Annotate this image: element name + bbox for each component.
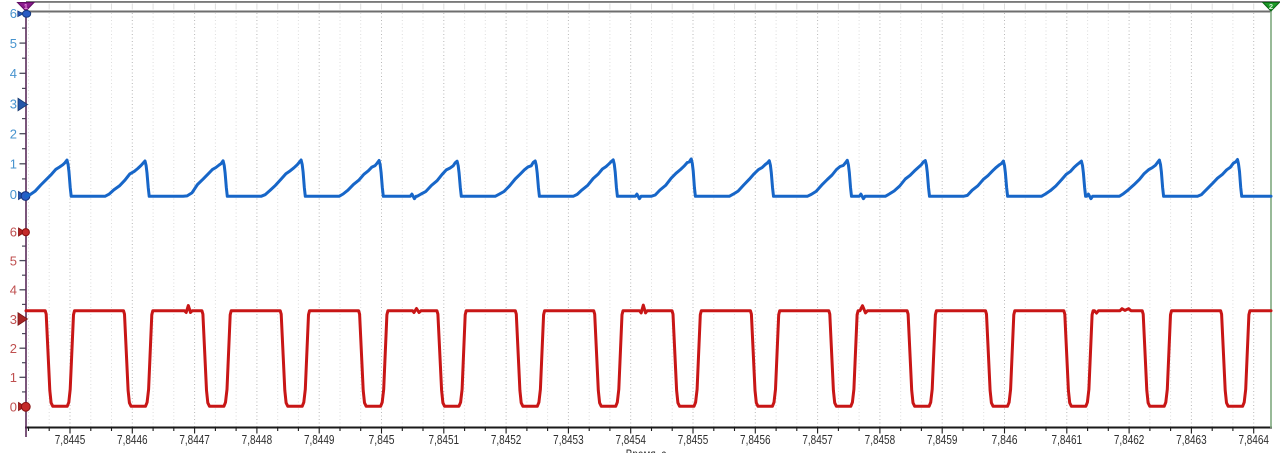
- svg-text:7,8447: 7,8447: [179, 433, 210, 447]
- svg-text:Время, с: Время, с: [626, 448, 667, 454]
- svg-text:7,8459: 7,8459: [927, 433, 958, 447]
- svg-text:5: 5: [10, 36, 17, 51]
- svg-text:6: 6: [10, 6, 17, 21]
- svg-text:1: 1: [10, 157, 17, 172]
- svg-text:7,8464: 7,8464: [1238, 433, 1269, 447]
- svg-text:0: 0: [10, 187, 17, 202]
- svg-text:7,8454: 7,8454: [615, 433, 646, 447]
- svg-text:7,8456: 7,8456: [740, 433, 771, 447]
- svg-text:7,8461: 7,8461: [1052, 433, 1083, 447]
- svg-text:7,8453: 7,8453: [553, 433, 584, 447]
- svg-text:2: 2: [1269, 2, 1273, 11]
- svg-text:7,8449: 7,8449: [304, 433, 335, 447]
- svg-text:1: 1: [10, 370, 17, 385]
- svg-text:7,8452: 7,8452: [491, 433, 522, 447]
- svg-text:7,8446: 7,8446: [117, 433, 148, 447]
- svg-text:7,846: 7,846: [992, 433, 1018, 447]
- svg-text:7,8458: 7,8458: [865, 433, 896, 447]
- svg-text:5: 5: [10, 253, 17, 268]
- svg-text:7,8455: 7,8455: [678, 433, 709, 447]
- svg-text:4: 4: [10, 66, 17, 81]
- svg-text:3: 3: [10, 312, 17, 327]
- svg-text:7,8462: 7,8462: [1114, 433, 1145, 447]
- svg-text:7,8463: 7,8463: [1176, 433, 1207, 447]
- svg-text:7,8445: 7,8445: [55, 433, 86, 447]
- svg-text:3: 3: [10, 96, 17, 111]
- svg-text:2: 2: [10, 341, 17, 356]
- svg-text:2: 2: [10, 127, 17, 142]
- svg-text:4: 4: [10, 283, 17, 298]
- svg-text:6: 6: [10, 224, 17, 239]
- svg-text:1: 1: [24, 2, 28, 11]
- svg-text:7,8451: 7,8451: [429, 433, 460, 447]
- svg-text:7,845: 7,845: [369, 433, 395, 447]
- svg-text:0: 0: [10, 399, 17, 414]
- svg-text:7,8457: 7,8457: [802, 433, 833, 447]
- svg-text:7,8448: 7,8448: [242, 433, 273, 447]
